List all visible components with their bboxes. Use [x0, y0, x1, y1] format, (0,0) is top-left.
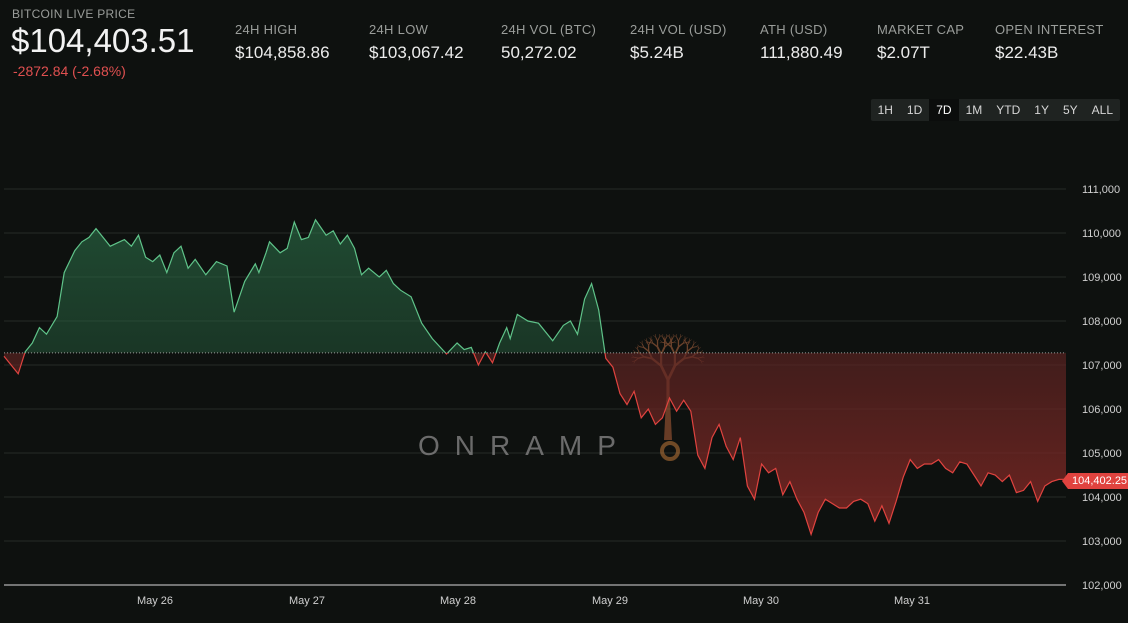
area-below-baseline: [4, 352, 1066, 535]
y-tick-label: 105,000: [1082, 448, 1122, 460]
y-tick-label: 111,000: [1082, 184, 1120, 196]
y-tick-label: 104,000: [1082, 492, 1122, 504]
x-axis: May 26 May 27 May 28 May 29 May 30 May 31: [137, 595, 930, 607]
timeframe-button-1h[interactable]: 1H: [877, 103, 893, 117]
stat-value-market-cap: $2.07T: [877, 43, 930, 62]
stat-value-ath: 111,880.49: [760, 43, 843, 62]
price-line-down: [3, 352, 1067, 537]
y-tick-label: 107,000: [1082, 360, 1122, 372]
stats-header: BITCOIN LIVE PRICE $104,403.51 -2872.84 …: [0, 0, 1128, 90]
stat-label-24h-vol-btc: 24H VOL (BTC): [501, 22, 597, 37]
y-tick-label: 103,000: [1082, 536, 1122, 548]
stat-value-open-interest: $22.43B: [995, 43, 1059, 62]
timeframe-button-1d[interactable]: 1D: [906, 103, 923, 117]
timeframe-selector: 1H 1D 7D 1M YTD 1Y 5Y ALL: [870, 99, 1120, 121]
stat-value-24h-vol-usd: $5.24B: [630, 43, 684, 62]
stat-value-24h-vol-btc: 50,272.02: [501, 43, 577, 62]
price-series: [3, 218, 1067, 537]
timeframe-button-1m[interactable]: 1M: [965, 103, 983, 117]
x-tick-label: May 26: [137, 595, 173, 607]
x-tick-label: May 30: [743, 595, 779, 607]
y-tick-label: 108,000: [1082, 316, 1122, 328]
timeframe-button-all[interactable]: ALL: [1091, 103, 1113, 117]
x-tick-label: May 28: [440, 595, 476, 607]
x-tick-label: May 31: [894, 595, 930, 607]
timeframe-button-5y[interactable]: 5Y: [1062, 103, 1078, 117]
timeframe-button-ytd[interactable]: YTD: [996, 103, 1021, 117]
price-change: -2872.84 (-2.68%): [13, 63, 126, 79]
stat-label-24h-low: 24H LOW: [369, 22, 429, 37]
current-price: $104,403.51: [11, 22, 195, 59]
x-tick-label: May 27: [289, 595, 325, 607]
stat-label-open-interest: OPEN INTEREST: [995, 22, 1104, 37]
y-axis: 102,000 103,000 104,000 105,000 106,000 107,0…: [1082, 184, 1122, 592]
price-line-up: [24, 218, 606, 353]
stat-value-24h-low: $103,067.42: [369, 43, 464, 62]
stat-label-market-cap: MARKET CAP: [877, 22, 965, 37]
timeframe-button-7d[interactable]: 7D: [929, 99, 959, 121]
y-tick-label: 109,000: [1082, 272, 1122, 284]
y-tick-label: 106,000: [1082, 404, 1122, 416]
last-price-tag: 104,402.25: [1061, 473, 1128, 489]
y-tick-label: 102,000: [1082, 580, 1122, 592]
live-price-label: BITCOIN LIVE PRICE: [12, 7, 136, 21]
timeframe-button-1y[interactable]: 1Y: [1034, 103, 1049, 117]
stat-label-24h-vol-usd: 24H VOL (USD): [630, 22, 727, 37]
area-above-baseline: [4, 219, 1066, 353]
stat-label-24h-high: 24H HIGH: [235, 22, 298, 37]
y-tick-label: 110,000: [1082, 228, 1121, 240]
x-tick-label: May 29: [592, 595, 628, 607]
stat-label-ath: ATH (USD): [760, 22, 828, 37]
watermark-text: ONRAMP: [418, 430, 631, 461]
stat-value-24h-high: $104,858.86: [235, 43, 330, 62]
